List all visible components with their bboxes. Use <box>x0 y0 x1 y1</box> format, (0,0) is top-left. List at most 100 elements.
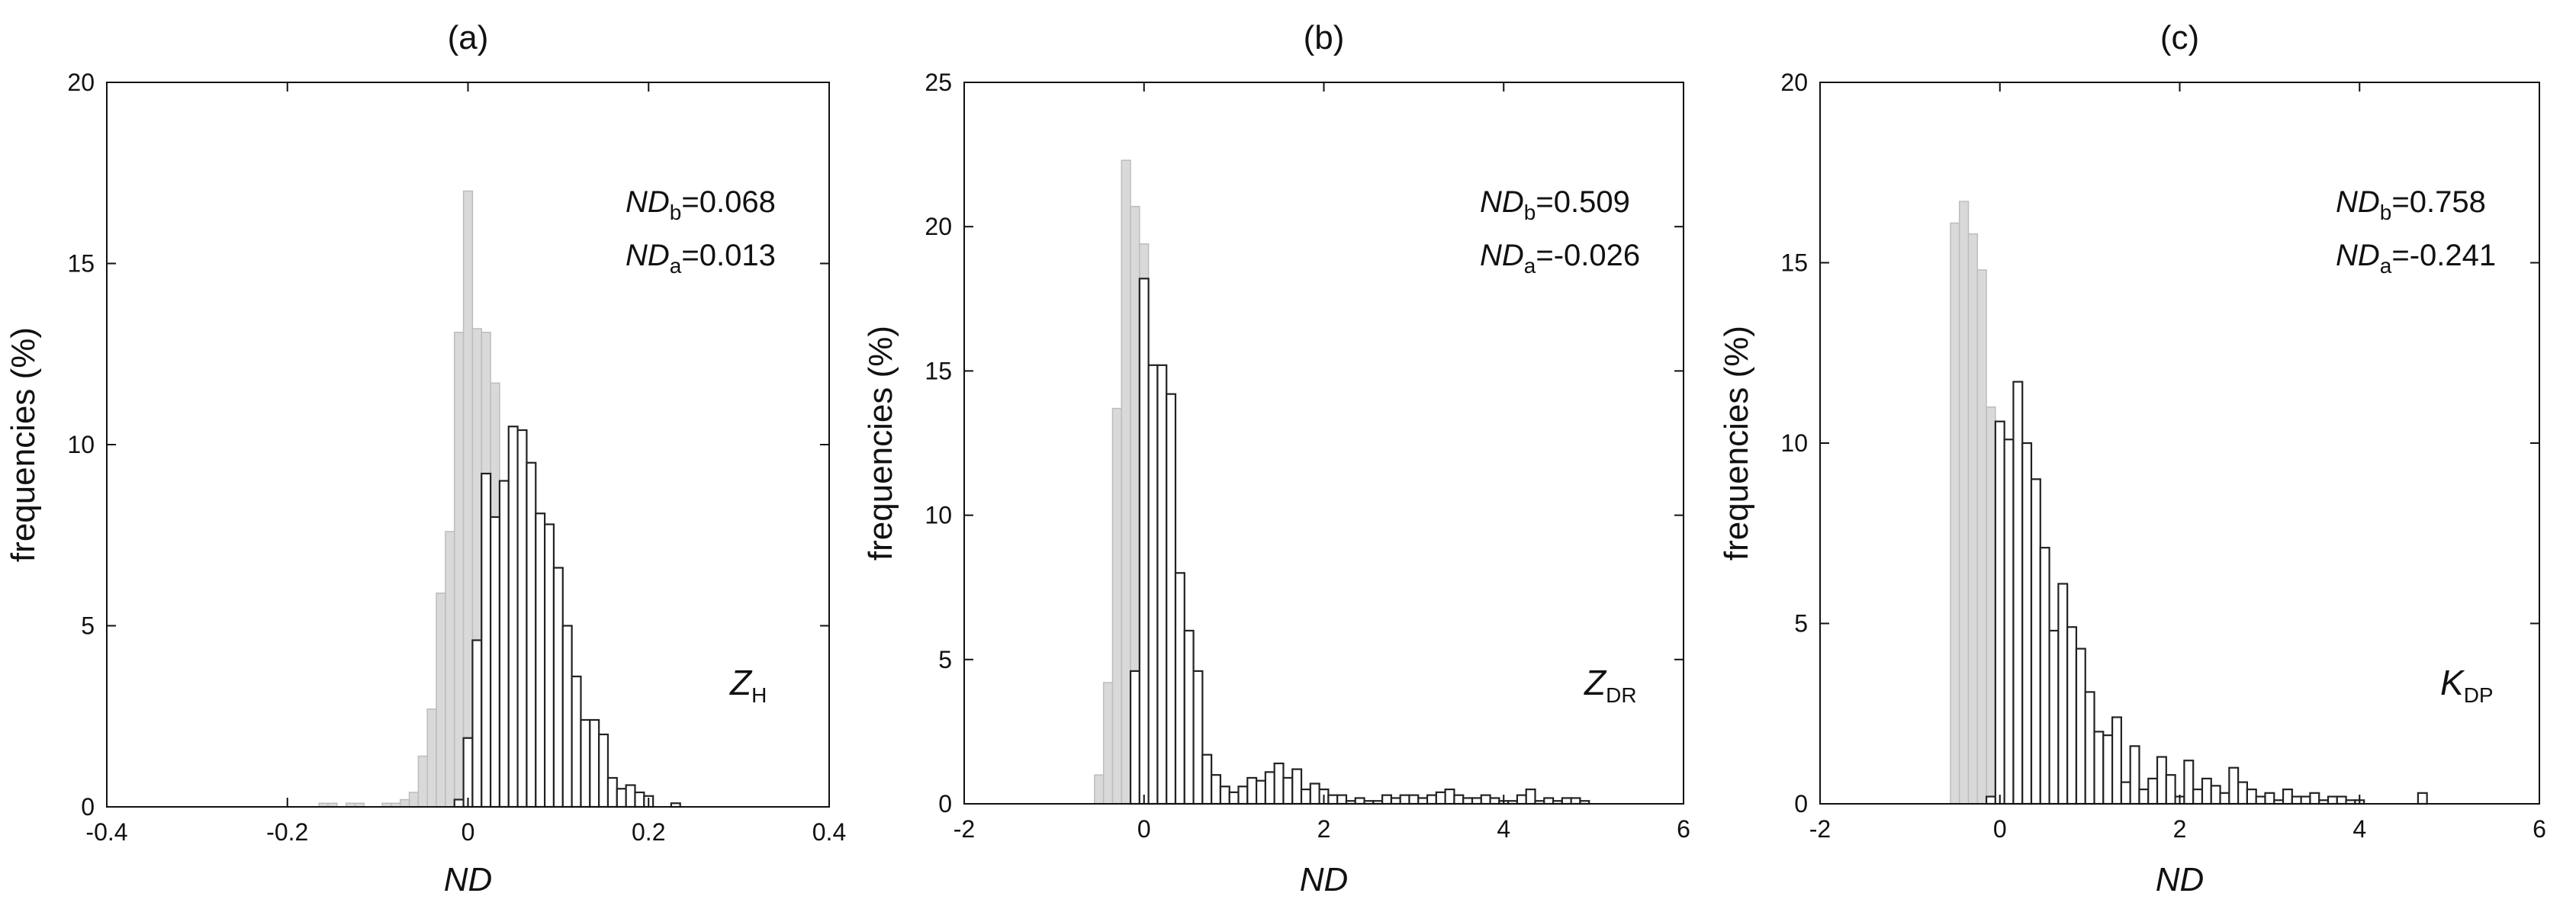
bar-before <box>2165 774 2176 805</box>
bar-before <box>481 472 492 808</box>
panel-title: (b) <box>1304 19 1345 56</box>
bar-before <box>2048 629 2060 805</box>
bar-before <box>462 737 474 808</box>
bar-before <box>1246 776 1258 805</box>
nd-annotation-main: ND <box>1480 185 1524 219</box>
nd-annotation-value: =0.758 <box>2391 185 2485 219</box>
bar-before <box>2039 547 2050 805</box>
variable-label: KDP <box>2440 663 2494 707</box>
bar-before <box>1228 791 1240 805</box>
bar-before <box>2012 381 2024 805</box>
bar-after <box>445 531 455 808</box>
bar-before <box>2327 795 2338 805</box>
variable-label: ZH <box>729 663 767 707</box>
bar-before <box>1354 797 1365 805</box>
bar-before <box>571 675 582 808</box>
x-axis-label: ND <box>444 861 493 898</box>
bar-before <box>1516 794 1527 805</box>
bar-before <box>606 776 618 808</box>
bar-before <box>1471 797 1482 805</box>
bar-before <box>1480 794 1491 805</box>
bar-before <box>1444 788 1455 805</box>
bar-before <box>1138 278 1150 805</box>
bar-before <box>2156 756 2167 805</box>
bar-before <box>2264 792 2275 805</box>
bar-before <box>526 461 537 808</box>
y-tick-label: 5 <box>938 646 952 673</box>
bar-before <box>2138 788 2150 805</box>
variable-sub: DR <box>1606 683 1636 707</box>
nd-annotation-value: =-0.026 <box>1536 239 1640 272</box>
x-tick-label: 0 <box>461 818 475 846</box>
bar-after <box>1967 233 1979 805</box>
bar-before <box>2030 478 2041 805</box>
variable-main: K <box>2440 663 2465 702</box>
series-before <box>1129 278 1590 805</box>
bar-before <box>2129 745 2140 805</box>
bar-before <box>1399 794 1410 805</box>
bar-before <box>1255 779 1266 805</box>
bar-before <box>2201 777 2212 805</box>
bar-before <box>2219 792 2230 805</box>
bar-after <box>462 190 474 808</box>
y-tick-label: 5 <box>81 612 95 640</box>
y-tick-label: 0 <box>81 793 95 821</box>
bar-after <box>1950 222 1960 805</box>
y-tick-label: 0 <box>1794 790 1808 818</box>
bar-after <box>408 792 420 808</box>
bar-before <box>1994 420 2005 805</box>
bar-before <box>2084 691 2095 805</box>
bar-before <box>1426 794 1437 805</box>
bar-before <box>1166 393 1177 805</box>
y-tick-label: 0 <box>938 790 952 818</box>
nd-annotation-a: NDa=0.013 <box>626 239 776 278</box>
bar-after <box>436 593 446 808</box>
bar-before <box>1985 795 1996 805</box>
bar-after <box>1121 159 1131 805</box>
bar-before <box>2183 760 2195 805</box>
bar-before <box>516 429 528 808</box>
bar-before <box>1219 786 1230 805</box>
x-axis-label: ND <box>2156 861 2205 898</box>
bar-before <box>1282 776 1294 805</box>
bar-before <box>1147 364 1159 805</box>
y-tick-label: 20 <box>67 69 95 96</box>
bar-before <box>1183 629 1195 805</box>
bar-after <box>453 332 465 808</box>
bar-before <box>1327 794 1339 805</box>
bar-before <box>1435 791 1446 805</box>
nd-annotation-sub: b <box>1524 201 1536 224</box>
variable-label: ZDR <box>1584 663 1637 707</box>
y-tick-label: 20 <box>925 213 952 240</box>
bar-after <box>426 708 437 808</box>
bar-before <box>616 788 627 808</box>
nd-annotation-b: NDb=0.068 <box>626 185 776 224</box>
bar-before <box>1129 670 1140 805</box>
panel-title: (c) <box>2160 19 2199 56</box>
nd-annotation-main: ND <box>2336 185 2380 219</box>
nd-annotation-b: NDb=0.509 <box>1480 185 1630 224</box>
bar-before <box>1211 774 1222 805</box>
bar-before <box>2255 795 2266 805</box>
nd-annotation-sub: b <box>2380 201 2392 224</box>
bar-before <box>2336 795 2347 805</box>
bar-before <box>1525 788 1536 805</box>
bar-before <box>2282 788 2293 805</box>
y-tick-label: 10 <box>925 502 952 529</box>
x-tick-label: 0.2 <box>632 818 665 846</box>
bar-before <box>2093 731 2105 805</box>
y-tick-label: 25 <box>925 69 952 96</box>
variable-sub: H <box>751 683 767 707</box>
nd-annotation-main: ND <box>626 239 670 272</box>
bar-before <box>1462 797 1474 805</box>
bar-before <box>2120 781 2131 805</box>
x-tick-label: 4 <box>1497 815 1510 843</box>
bar-before <box>580 718 591 808</box>
bar-after <box>1958 201 1970 805</box>
nd-annotation-value: =0.509 <box>1536 185 1629 219</box>
bar-before <box>2021 442 2033 805</box>
nd-annotation-sub: a <box>670 254 682 278</box>
bar-before <box>2246 788 2257 805</box>
bar-before <box>552 567 564 808</box>
